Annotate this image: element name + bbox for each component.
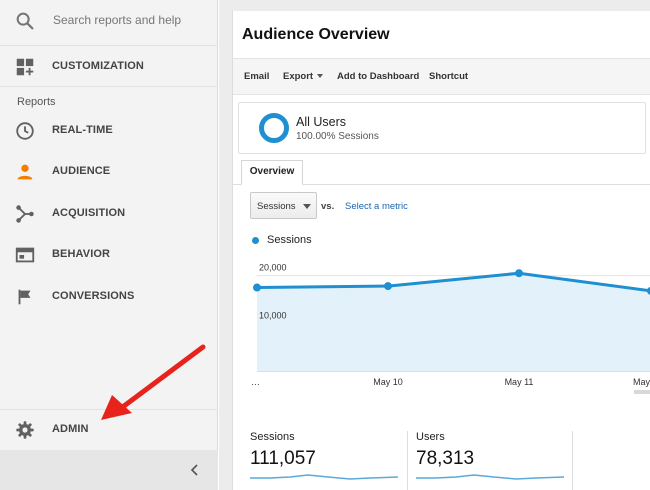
search-input[interactable]: Search reports and help [53, 13, 182, 27]
tab-overview[interactable]: Overview [241, 160, 303, 185]
sidebar-item-label: CONVERSIONS [52, 290, 135, 302]
report-toolbar: Email Export Add to Dashboard Shortcut [233, 58, 650, 95]
person-icon [17, 164, 33, 180]
x-tick-label: May [633, 377, 650, 387]
data-point[interactable] [515, 269, 523, 278]
sidebar-item-conversions[interactable]: CONVERSIONS [0, 277, 218, 317]
data-point[interactable] [253, 283, 261, 292]
annotation-arrow [101, 344, 206, 420]
acquisition-icon [16, 205, 34, 223]
sidebar-item-label: ACQUISITION [52, 207, 126, 219]
search-icon [16, 12, 34, 30]
vs-label: vs. [321, 201, 335, 212]
chart-scrollbar[interactable] [634, 390, 650, 394]
main-area: Audience Overview Email Export Add to Da… [219, 0, 650, 490]
stat-divider [572, 431, 573, 490]
sessions-chart: 20,000 10,000 … May 10 May 11 May [251, 263, 650, 387]
series-area-sessions [257, 273, 650, 371]
sidebar-item-label: CUSTOMIZATION [52, 60, 144, 72]
chevron-left-icon[interactable] [188, 462, 202, 478]
email-button[interactable]: Email [244, 71, 270, 82]
data-point[interactable] [384, 282, 392, 291]
stat-value: 111,057 [250, 448, 316, 469]
series-line-sessions [256, 271, 650, 293]
export-button[interactable]: Export [283, 71, 324, 82]
search-box[interactable]: Search reports and help [0, 0, 218, 46]
legend-label: Sessions [267, 234, 312, 246]
sidebar-item-customization[interactable]: CUSTOMIZATION [0, 47, 218, 87]
data-point[interactable] [647, 287, 650, 295]
sidebar-item-label: REAL-TIME [52, 124, 113, 136]
metric-select-value: Sessions [257, 201, 296, 212]
behavior-icon [15, 247, 35, 263]
segment-donut-icon [259, 113, 289, 143]
gear-icon [16, 421, 34, 439]
y-tick-label: 20,000 [259, 263, 287, 273]
sidebar-item-realtime[interactable]: REAL-TIME [0, 111, 218, 151]
sidebar-item-audience[interactable]: AUDIENCE [0, 152, 218, 192]
stat-label: Sessions [250, 431, 295, 443]
sidebar-item-label: ADMIN [52, 423, 89, 435]
collapse-sidebar-bar[interactable] [0, 450, 218, 490]
segment-name: All Users [296, 115, 347, 129]
stat-label: Users [416, 431, 445, 443]
segment-percentage: 100.00% Sessions [296, 131, 379, 142]
y-tick-label: 10,000 [259, 310, 287, 320]
sidebar-item-acquisition[interactable]: ACQUISITION [0, 194, 218, 234]
stat-sessions[interactable]: Sessions 111,057 [250, 431, 400, 490]
export-label: Export [283, 71, 314, 82]
sparkline [416, 474, 564, 480]
caret-down-icon [303, 204, 311, 209]
customization-icon [16, 58, 34, 76]
sidebar-item-behavior[interactable]: BEHAVIOR [0, 235, 218, 275]
x-tick-label: May 10 [373, 377, 403, 387]
x-tick-label: … [251, 377, 260, 387]
report-panel: Audience Overview Email Export Add to Da… [232, 11, 650, 490]
select-metric-link[interactable]: Select a metric [345, 201, 408, 212]
legend-swatch [252, 237, 259, 244]
caret-down-icon [317, 74, 324, 79]
shortcut-button[interactable]: Shortcut [429, 71, 469, 82]
tab-divider [233, 184, 650, 185]
clock-icon [16, 122, 34, 140]
sidebar-item-label: AUDIENCE [52, 165, 111, 177]
sidebar-item-label: BEHAVIOR [52, 248, 111, 260]
segment-card[interactable]: All Users 100.00% Sessions [238, 102, 646, 154]
add-to-dashboard-button[interactable]: Add to Dashboard [337, 71, 420, 82]
page-title: Audience Overview [242, 26, 390, 43]
x-tick-label: May 11 [505, 377, 534, 387]
stat-users[interactable]: Users 78,313 [416, 431, 566, 490]
flag-icon [18, 289, 31, 305]
stat-divider [407, 431, 408, 490]
stat-value: 78,313 [416, 448, 475, 469]
metric-select[interactable]: Sessions [250, 192, 317, 219]
sparkline [250, 474, 398, 480]
reports-header: Reports [17, 96, 56, 108]
